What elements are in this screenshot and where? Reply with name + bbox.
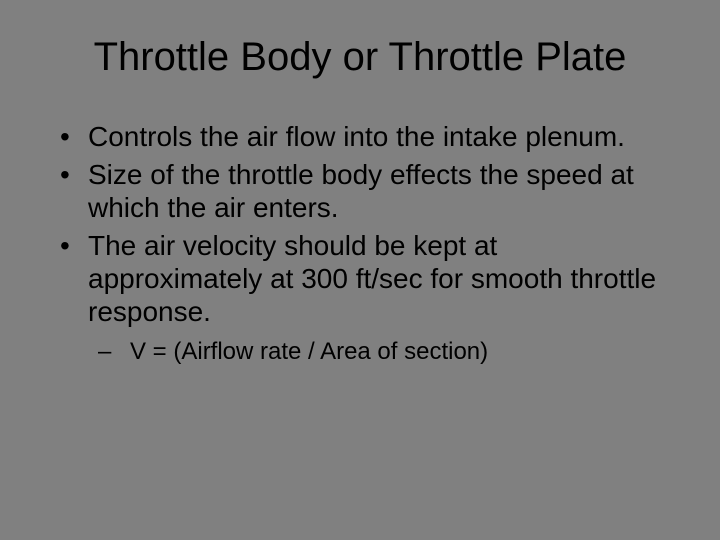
bullet-item: Size of the throttle body effects the sp… xyxy=(60,158,670,224)
bullet-item: The air velocity should be kept at appro… xyxy=(60,229,670,328)
bullet-item: Controls the air flow into the intake pl… xyxy=(60,120,670,153)
slide: Throttle Body or Throttle Plate Controls… xyxy=(0,0,720,540)
bullet-subitem: V = (Airflow rate / Area of section) xyxy=(60,338,670,367)
slide-title: Throttle Body or Throttle Plate xyxy=(50,35,670,80)
bullet-list: Controls the air flow into the intake pl… xyxy=(50,120,670,367)
